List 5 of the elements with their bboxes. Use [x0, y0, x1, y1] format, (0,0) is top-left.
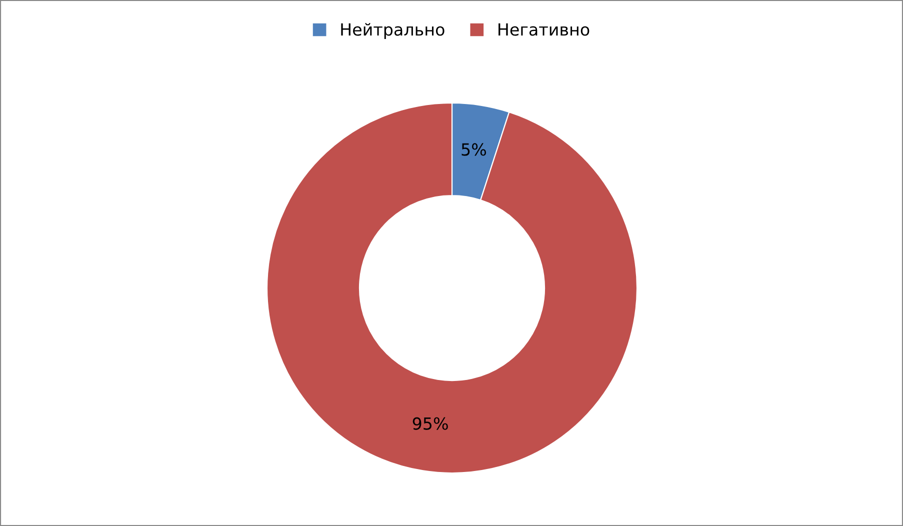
legend-label: Негативно	[498, 23, 590, 36]
data-label: 5%	[462, 143, 486, 156]
legend-label: Нейтрально	[341, 22, 444, 40]
data-label: 95%	[412, 417, 448, 430]
donut-slice	[266, 102, 638, 474]
